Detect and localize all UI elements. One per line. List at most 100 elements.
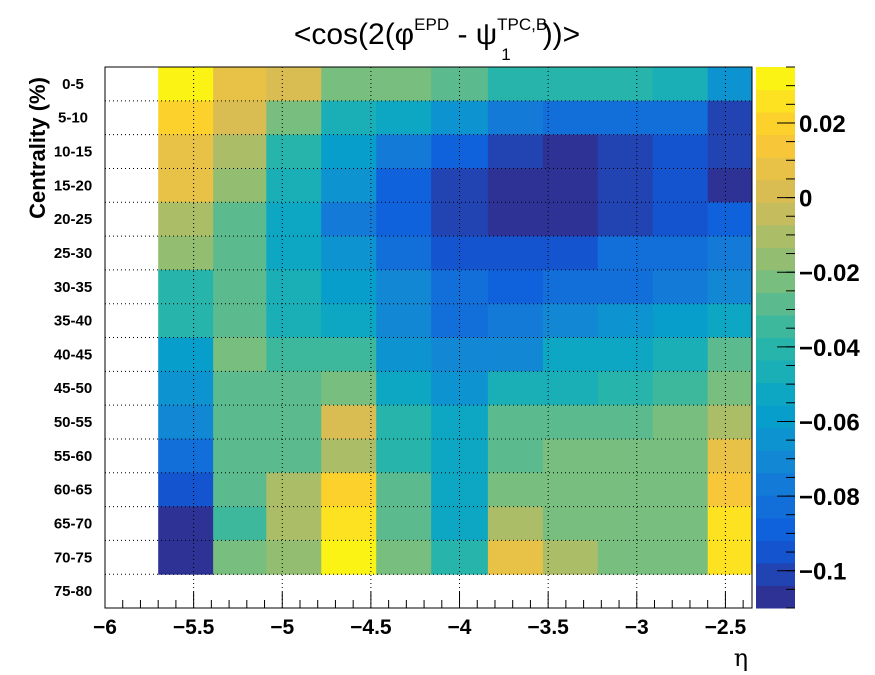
heatmap-cell	[542, 438, 599, 474]
heatmap-cell	[321, 337, 377, 372]
heatmap-cell	[266, 168, 322, 203]
color-scale-band	[756, 585, 795, 609]
heatmap-cell	[158, 134, 214, 169]
heatmap-cell	[321, 269, 377, 305]
heatmap-cell	[266, 438, 322, 474]
heatmap-cell	[652, 337, 709, 372]
heatmap-cell	[266, 202, 322, 237]
heatmap-cell	[707, 540, 753, 575]
heatmap-cell	[376, 472, 432, 508]
heatmap-cell	[707, 67, 753, 102]
heatmap-cell	[213, 100, 267, 136]
heatmap-cell	[376, 100, 432, 136]
heatmap-cell	[652, 371, 709, 406]
y-category-label: 40-45	[54, 346, 92, 363]
heatmap-cell	[487, 269, 544, 305]
heatmap-cell	[213, 134, 267, 169]
heatmap-cell	[597, 506, 654, 541]
heatmap-cell	[597, 371, 654, 406]
heatmap-cell	[542, 371, 599, 406]
heatmap-cell	[321, 405, 377, 440]
heatmap-cell	[266, 472, 322, 508]
heatmap-cell	[158, 337, 214, 372]
heatmap-cell	[487, 100, 544, 136]
heatmap-cell	[487, 337, 544, 372]
heatmap-cell	[213, 337, 267, 372]
heatmap-cell	[158, 100, 214, 136]
heatmap-cell	[597, 67, 654, 102]
heatmap-cell	[487, 168, 544, 203]
chart-title: <cos(2(φEPD - ψTPC,B 1))>	[294, 15, 580, 64]
heatmap-cell	[707, 168, 753, 203]
heatmap-cell	[652, 472, 709, 508]
heatmap-cell	[431, 371, 489, 406]
heatmap-cell	[542, 269, 599, 305]
title-prefix: <cos(2(φ	[294, 18, 414, 51]
title-sup-epd: EPD	[414, 15, 449, 34]
heatmap-cell	[487, 303, 544, 338]
y-category-label: 20-25	[54, 211, 92, 228]
heatmap-cell	[376, 303, 432, 338]
heatmap-cell	[266, 67, 322, 102]
x-tick-label: −5.5	[173, 616, 215, 639]
color-scale-band	[756, 269, 795, 293]
x-tick-label: −4	[448, 616, 472, 639]
y-category-label: 0-5	[62, 76, 84, 93]
heatmap-cell	[487, 236, 544, 271]
color-scale-band	[756, 67, 795, 91]
heatmap-cell	[542, 236, 599, 271]
heatmap-cell	[266, 371, 322, 406]
heatmap-cell	[321, 202, 377, 237]
heatmap-cell	[266, 134, 322, 169]
y-category-label: 25-30	[54, 245, 92, 262]
heatmap-cell	[321, 506, 377, 541]
heatmap-cell	[487, 438, 544, 474]
heatmap-cell	[213, 202, 267, 237]
heatmap-cell	[321, 371, 377, 406]
y-category-label: 45-50	[54, 380, 92, 397]
heatmap-cell	[266, 269, 322, 305]
heatmap-cell	[431, 67, 489, 102]
heatmap-cell	[158, 438, 214, 474]
heatmap-cell	[321, 303, 377, 338]
heatmap-cell	[266, 337, 322, 372]
heatmap-cell	[376, 337, 432, 372]
heatmap-cell	[158, 371, 214, 406]
color-scale-tick-label: −0.08	[799, 484, 860, 511]
heatmap-cell	[487, 371, 544, 406]
title-sub-1: 1	[501, 45, 510, 64]
heatmap-cell	[213, 472, 267, 508]
heatmap-cell	[652, 134, 709, 169]
heatmap-cell	[376, 269, 432, 305]
color-scale-tick-label: 0	[799, 186, 812, 213]
heatmap-cell	[542, 67, 599, 102]
x-tick-label: −5	[270, 616, 294, 639]
heatmap-cell	[597, 168, 654, 203]
heatmap-cell	[376, 371, 432, 406]
color-scale-tick-label: −0.02	[799, 260, 860, 287]
color-scale-tick-label: 0.02	[799, 111, 846, 138]
color-scale-band	[756, 360, 795, 384]
color-scale-band	[756, 179, 795, 203]
heatmap-cell	[321, 236, 377, 271]
color-scale-band	[756, 382, 795, 406]
y-category-label: 35-40	[54, 313, 92, 330]
heatmap-cell	[213, 405, 267, 440]
x-tick-label: −3.5	[527, 616, 569, 639]
heatmap-cell	[266, 540, 322, 575]
heatmap-cell	[376, 236, 432, 271]
heatmap-cell	[431, 337, 489, 372]
x-tick-label: −4.5	[350, 616, 392, 639]
heatmap-cell	[597, 472, 654, 508]
heatmap-cell	[321, 134, 377, 169]
heatmap-cell	[652, 100, 709, 136]
heatmap-cell	[542, 405, 599, 440]
y-axis: 0-5 5-10 10-15 15-20 20-25 25-30 30-35 35-40 40-…	[54, 76, 92, 600]
heatmap-cell	[431, 438, 489, 474]
color-scale-band	[756, 472, 795, 496]
color-scale-tick-label: −0.04	[799, 335, 860, 362]
heatmap-cell	[597, 303, 654, 338]
heatmap-cell	[266, 506, 322, 541]
heatmap-cell	[652, 236, 709, 271]
x-axis: −6 −5.5 −5 −4.5 −4 −3.5 −3 −2.5	[93, 592, 746, 639]
